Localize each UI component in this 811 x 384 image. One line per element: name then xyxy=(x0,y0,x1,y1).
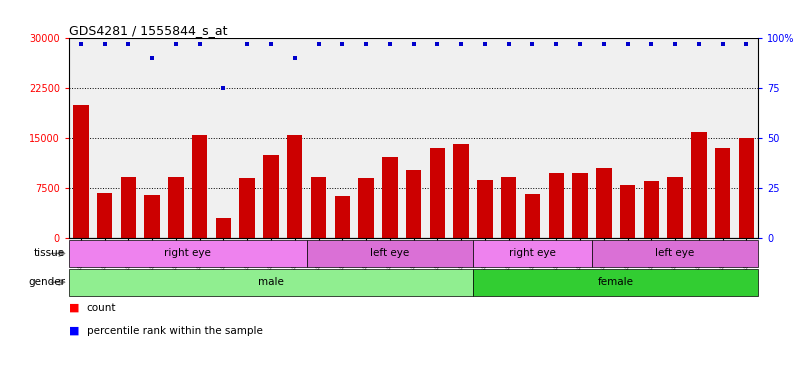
Bar xyxy=(311,177,326,238)
Bar xyxy=(69,269,473,296)
Bar xyxy=(473,269,758,296)
Bar xyxy=(69,240,307,267)
Bar xyxy=(596,168,611,238)
Text: male: male xyxy=(258,277,284,287)
Point xyxy=(288,55,301,61)
Bar xyxy=(430,147,445,238)
Bar xyxy=(691,132,706,238)
Point xyxy=(336,41,349,48)
Point xyxy=(407,41,420,48)
Bar xyxy=(548,173,564,238)
Point xyxy=(740,41,753,48)
Text: GDS4281 / 1555844_s_at: GDS4281 / 1555844_s_at xyxy=(69,24,227,37)
Bar xyxy=(667,177,683,238)
Bar xyxy=(477,180,492,238)
Point xyxy=(550,41,563,48)
Text: right eye: right eye xyxy=(509,248,556,258)
Point xyxy=(716,41,729,48)
Bar xyxy=(121,177,136,238)
Point xyxy=(98,41,111,48)
Point xyxy=(668,41,681,48)
Point xyxy=(693,41,706,48)
Bar xyxy=(453,144,469,238)
Point xyxy=(502,41,515,48)
Bar xyxy=(382,157,397,238)
Bar xyxy=(192,135,208,238)
Bar xyxy=(573,173,588,238)
Bar xyxy=(307,240,473,267)
Bar xyxy=(73,105,88,238)
Bar xyxy=(620,185,635,238)
Point xyxy=(193,41,206,48)
Text: ■: ■ xyxy=(69,303,79,313)
Point xyxy=(75,41,88,48)
Bar xyxy=(473,240,592,267)
Point xyxy=(146,55,159,61)
Point xyxy=(526,41,539,48)
Bar xyxy=(144,195,160,238)
Bar xyxy=(358,178,374,238)
Bar xyxy=(739,138,754,238)
Point xyxy=(264,41,277,48)
Text: percentile rank within the sample: percentile rank within the sample xyxy=(87,326,263,336)
Text: right eye: right eye xyxy=(165,248,211,258)
Point xyxy=(359,41,372,48)
Bar xyxy=(525,194,540,238)
Bar xyxy=(501,177,517,238)
Point xyxy=(169,41,182,48)
Point xyxy=(597,41,610,48)
Bar xyxy=(97,193,112,238)
Bar xyxy=(168,177,183,238)
Text: gender: gender xyxy=(28,277,65,287)
Text: tissue: tissue xyxy=(34,248,65,258)
Text: ■: ■ xyxy=(69,326,79,336)
Bar xyxy=(216,218,231,238)
Point xyxy=(122,41,135,48)
Bar xyxy=(715,148,731,238)
Bar xyxy=(592,240,758,267)
Point xyxy=(645,41,658,48)
Text: left eye: left eye xyxy=(655,248,695,258)
Point xyxy=(573,41,586,48)
Point xyxy=(384,41,397,48)
Point xyxy=(312,41,325,48)
Point xyxy=(217,85,230,91)
Point xyxy=(478,41,491,48)
Point xyxy=(621,41,634,48)
Bar xyxy=(287,135,303,238)
Bar xyxy=(264,155,279,238)
Bar xyxy=(239,178,255,238)
Bar xyxy=(644,181,659,238)
Bar xyxy=(406,170,422,238)
Point xyxy=(431,41,444,48)
Text: female: female xyxy=(598,277,633,287)
Bar xyxy=(335,196,350,238)
Point xyxy=(455,41,468,48)
Text: left eye: left eye xyxy=(370,248,410,258)
Point xyxy=(241,41,254,48)
Text: count: count xyxy=(87,303,116,313)
